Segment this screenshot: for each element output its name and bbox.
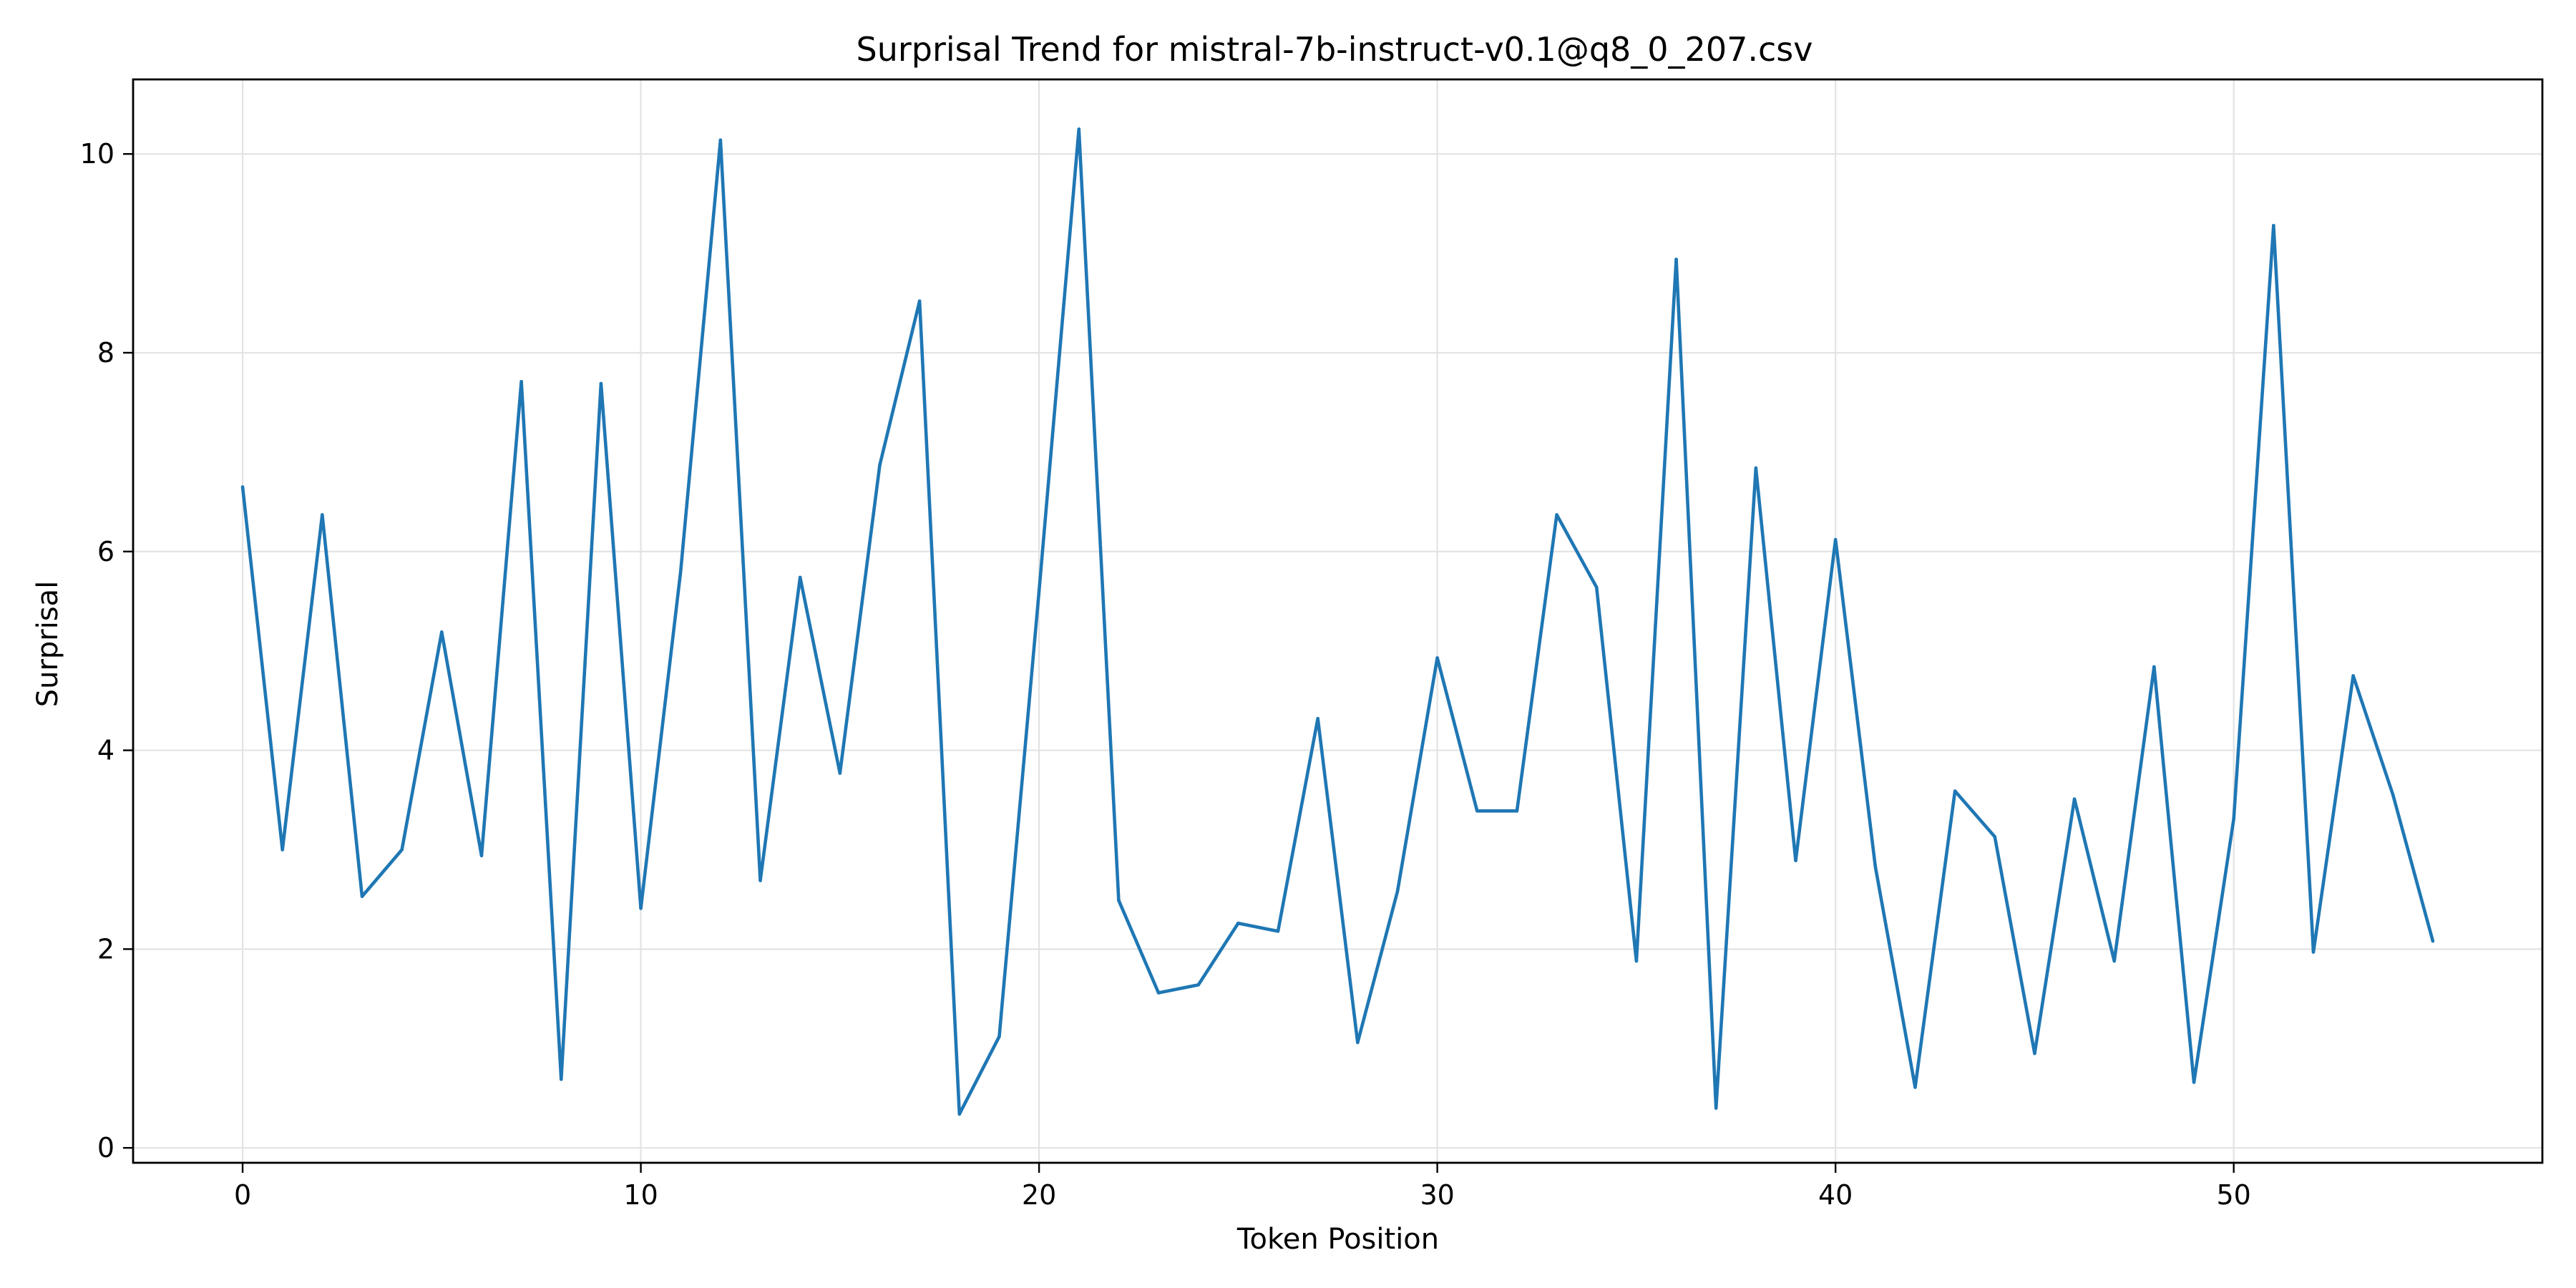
data-point [2112,959,2117,963]
data-point [1953,789,1957,793]
data-point [2311,950,2316,954]
data-point [2192,1080,2196,1084]
data-point [440,630,444,634]
data-point [1156,991,1161,995]
data-point [1356,1040,1360,1045]
data-point [1515,809,1519,813]
data-point [1993,835,1997,839]
data-point [1117,899,1121,902]
data-point [1714,1106,1718,1110]
data-point [479,854,484,858]
y-tick-label: 6 [97,536,114,567]
y-tick-label: 10 [80,138,114,170]
data-point [1196,983,1201,987]
data-point [2351,674,2355,678]
data-point [878,463,882,467]
y-tick-label: 0 [97,1132,114,1163]
y-tick-label: 4 [97,735,114,766]
x-tick-label: 40 [1818,1179,1853,1211]
data-point [798,575,802,580]
data-point [1316,716,1319,721]
data-point [240,485,245,489]
data-point [321,513,324,517]
series-layer [240,127,2435,1116]
plot-frame [132,78,2544,1164]
data-point [2391,793,2395,797]
x-tick-label: 30 [1420,1179,1454,1211]
data-point [1555,513,1558,517]
data-point [1475,809,1479,813]
y-tick-label: 2 [97,933,114,965]
data-point [360,894,364,899]
data-point [639,907,643,910]
data-point [2431,939,2435,943]
x-tick-label: 20 [1022,1179,1056,1211]
data-point [1037,590,1041,593]
grid [133,79,2542,1163]
data-point [2033,1051,2036,1055]
data-point [917,299,922,303]
data-point [1754,466,1758,470]
data-point [519,379,523,384]
data-point [718,138,723,142]
y-axis-label: Surprisal [31,581,64,708]
x-tick-label: 50 [2217,1179,2251,1211]
data-point [2152,665,2156,669]
data-point [758,879,762,882]
data-point [2072,797,2077,801]
data-point [1634,959,1639,963]
data-point [1833,537,1838,542]
x-tick-label: 0 [234,1179,251,1211]
data-point [1435,656,1439,660]
data-point [1594,585,1599,590]
data-point [599,381,603,386]
y-tick-label: 8 [97,337,114,369]
data-point [1913,1085,1917,1089]
data-point [2272,223,2275,228]
data-point [1236,921,1240,925]
chart-title: Surprisal Trend for mistral-7b-instruct-… [857,30,1813,69]
axis-ticks: 0 10 20 30 40 50 0 2 4 6 8 10 [80,138,2251,1211]
x-axis-label: Token Position [1236,1223,1439,1256]
data-point [1674,258,1678,261]
data-point [559,1078,563,1081]
surprisal-line [240,127,2435,1116]
x-tick-label: 10 [623,1179,658,1211]
data-point [997,1035,1001,1038]
data-point [2232,817,2235,821]
data-point [1276,930,1280,933]
data-point [1077,127,1081,131]
data-point [1873,864,1878,869]
data-point [1794,859,1797,863]
data-point [838,771,842,775]
data-point [678,570,683,573]
data-point [280,848,284,852]
data-point [957,1112,962,1116]
data-point [1395,889,1400,894]
data-point [400,848,404,852]
